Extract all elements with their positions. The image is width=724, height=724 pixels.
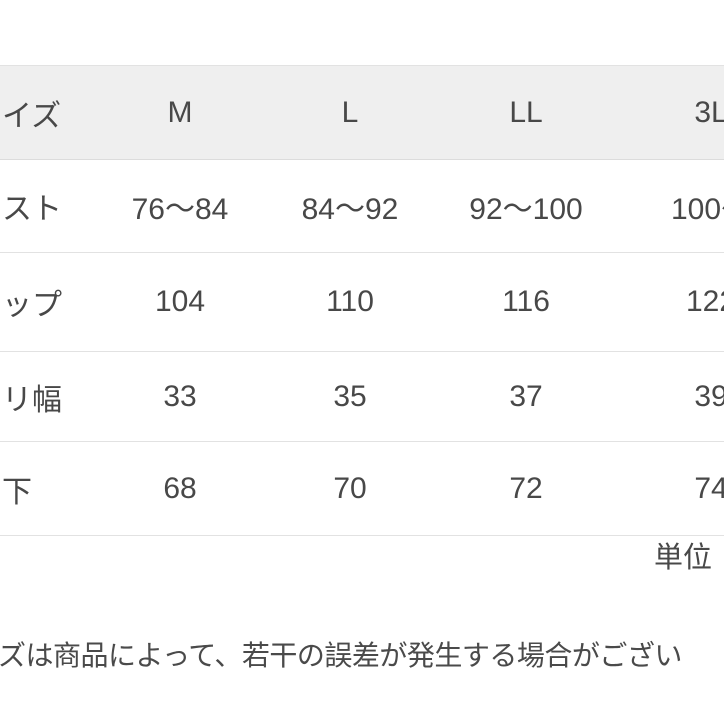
thigh-value-3l: 39 bbox=[616, 351, 724, 442]
hip-value-3l: 122 bbox=[616, 252, 724, 352]
unit-label: 単位 bbox=[653, 542, 712, 574]
hip-value-ll: 116 bbox=[436, 252, 616, 352]
inseam-value-3l: 74 bbox=[616, 441, 724, 536]
size-header-row: イズ M L LL 3L bbox=[0, 65, 724, 160]
header-size-l: L bbox=[264, 65, 436, 160]
size-disclaimer-note: ズは商品によって、若干の誤差が発生する場合がござい bbox=[0, 640, 682, 671]
table-row-waist: スト 76〜84 84〜92 92〜100 100〜 bbox=[0, 159, 724, 253]
waist-value-l: 84〜92 bbox=[264, 159, 436, 253]
header-size-label: イズ bbox=[0, 65, 96, 160]
row-label-waist: スト bbox=[0, 159, 96, 253]
table-row-thigh-width: リ幅 33 35 37 39 bbox=[0, 351, 724, 442]
header-size-3l: 3L bbox=[616, 65, 724, 160]
inseam-value-m: 68 bbox=[96, 441, 264, 536]
waist-value-m: 76〜84 bbox=[96, 159, 264, 253]
header-size-ll: LL bbox=[436, 65, 616, 160]
thigh-value-l: 35 bbox=[264, 351, 436, 442]
thigh-value-ll: 37 bbox=[436, 351, 616, 442]
size-chart-table: イズ M L LL 3L スト 76〜84 84〜92 92〜100 100〜 … bbox=[0, 65, 724, 536]
waist-value-3l: 100〜 bbox=[616, 159, 724, 253]
row-label-thigh-width: リ幅 bbox=[0, 351, 96, 442]
inseam-value-ll: 72 bbox=[436, 441, 616, 536]
table-row-hip: ップ 104 110 116 122 bbox=[0, 252, 724, 352]
thigh-value-m: 33 bbox=[96, 351, 264, 442]
hip-value-m: 104 bbox=[96, 252, 264, 352]
waist-value-ll: 92〜100 bbox=[436, 159, 616, 253]
table-row-inseam: 下 68 70 72 74 bbox=[0, 441, 724, 536]
row-label-inseam: 下 bbox=[0, 441, 96, 536]
header-size-m: M bbox=[96, 65, 264, 160]
hip-value-l: 110 bbox=[264, 252, 436, 352]
inseam-value-l: 70 bbox=[264, 441, 436, 536]
row-label-hip: ップ bbox=[0, 252, 96, 352]
